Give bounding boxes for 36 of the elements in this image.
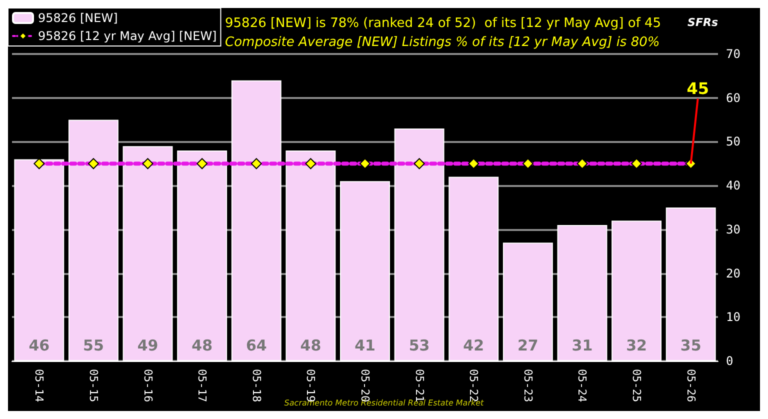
data-label: 31 <box>572 336 593 354</box>
x-tick-label: 05-17 <box>196 369 209 402</box>
y-tick-label: 70 <box>726 47 740 61</box>
x-tick-label: 05-18 <box>250 369 263 402</box>
legend-label: 95826 [12 yr May Avg] [NEW] <box>38 29 217 43</box>
data-label: 32 <box>626 336 647 354</box>
data-label: 48 <box>192 336 213 354</box>
x-tick-label: 05-15 <box>86 369 100 402</box>
y-tick-label: 30 <box>726 222 740 236</box>
data-label: 35 <box>680 336 702 354</box>
data-label: 55 <box>83 336 104 354</box>
chart-subtitle: Composite Average [NEW] Listings % of its [12 yr May Avg] is 80% <box>225 35 660 50</box>
y-tick-label: 0 <box>726 354 734 368</box>
y-tick-label: 10 <box>726 310 740 324</box>
annotation: 45 <box>686 79 709 98</box>
data-label: 49 <box>137 336 158 354</box>
x-tick-label: 05-23 <box>521 369 534 402</box>
data-label: 46 <box>28 336 50 354</box>
data-label: 48 <box>300 336 322 354</box>
y-tick-label: 60 <box>726 90 740 105</box>
x-tick-label: 05-26 <box>684 369 698 402</box>
legend-label: 95826 [NEW] <box>38 11 118 25</box>
y-axis-title: SFRs <box>688 16 718 29</box>
x-tick-label: 05-16 <box>141 369 154 402</box>
y-tick-label: 40 <box>726 178 740 193</box>
data-label: 64 <box>246 336 267 354</box>
x-tick-label: 05-14 <box>32 369 46 402</box>
x-tick-label: 05-24 <box>576 369 589 402</box>
y-tick-label: 50 <box>726 134 740 149</box>
data-label: 42 <box>463 336 484 354</box>
y-tick-label: 20 <box>726 266 740 280</box>
data-label: 53 <box>408 336 430 354</box>
data-label: 41 <box>354 336 376 354</box>
x-tick-label: 05-25 <box>630 369 644 402</box>
chart-title: 95826 [NEW] is 78% (ranked 24 of 52) of its [12 yr May Avg] of 45 <box>225 16 662 31</box>
data-label: 27 <box>517 336 538 354</box>
